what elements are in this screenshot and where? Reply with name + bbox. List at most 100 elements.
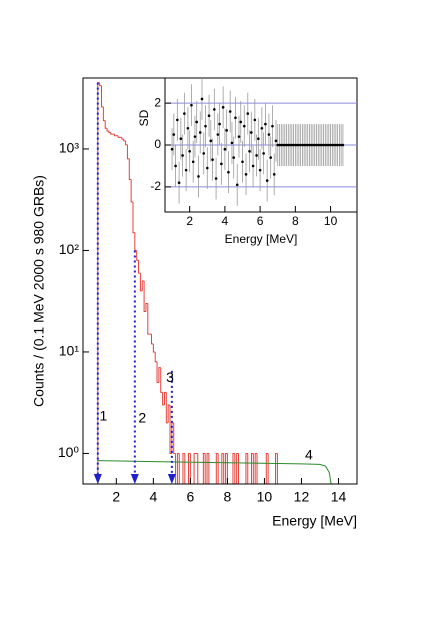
- histogram-bin: [136, 250, 139, 261]
- x-tick-label: 10: [257, 489, 273, 505]
- histogram-bin: [232, 452, 235, 484]
- threshold-arrow: [130, 474, 139, 484]
- histogram-bin: [113, 134, 117, 137]
- x-tick-label: 12: [294, 489, 310, 505]
- point: [174, 164, 177, 168]
- histogram-bin: [101, 85, 104, 108]
- point: [207, 114, 211, 117]
- x-tick-label: 6: [186, 489, 194, 505]
- annotation: 1: [99, 407, 107, 423]
- point: [265, 179, 269, 182]
- histogram-bin: [128, 158, 132, 180]
- point: [186, 126, 190, 130]
- y-tick-label: 10³: [59, 140, 80, 156]
- histogram-bin: [123, 139, 126, 142]
- annotation: 3: [166, 369, 174, 385]
- histogram-bin: [162, 392, 165, 406]
- model-line: [97, 460, 332, 485]
- histogram-bin: [130, 179, 133, 203]
- histogram-bin: [169, 405, 172, 454]
- point: [228, 110, 232, 113]
- annotation: 4: [305, 446, 313, 462]
- point: [176, 118, 179, 122]
- point: [230, 141, 234, 145]
- x-tick-label: 2: [112, 489, 120, 505]
- y-tick-label: 0: [154, 137, 161, 151]
- y-tick-label: -2: [150, 179, 161, 193]
- point: [260, 126, 264, 130]
- histogram-bin: [188, 452, 191, 484]
- histogram-bin: [160, 367, 163, 393]
- histogram-bin: [250, 452, 254, 484]
- histogram-bin: [163, 391, 167, 406]
- point: [218, 122, 221, 126]
- histogram-bin: [158, 367, 161, 383]
- threshold-arrow: [93, 474, 102, 484]
- histogram-bin: [202, 452, 206, 484]
- point: [248, 149, 251, 153]
- point: [195, 120, 199, 124]
- point: [244, 173, 248, 176]
- point: [250, 131, 253, 134]
- point: [274, 139, 278, 143]
- histogram-bin: [193, 452, 196, 484]
- point: [264, 122, 267, 126]
- histogram-bin: [245, 452, 248, 484]
- histogram-bin: [117, 135, 121, 138]
- y-tick-label: 2: [154, 95, 161, 109]
- point: [239, 120, 243, 124]
- point: [269, 156, 272, 159]
- point: [216, 133, 220, 136]
- point: [188, 149, 191, 153]
- histogram-bin: [106, 128, 109, 132]
- histogram-bin: [151, 334, 154, 345]
- histogram-bin: [125, 140, 128, 146]
- x-tick-label: 14: [331, 489, 347, 505]
- point: [191, 160, 195, 164]
- point: [241, 160, 244, 164]
- point: [246, 112, 250, 115]
- point: [177, 181, 181, 184]
- x-axis-label: Energy [MeV]: [225, 232, 298, 246]
- histogram-bin: [152, 343, 156, 353]
- histogram-bin: [154, 351, 158, 363]
- histogram-bin: [215, 452, 219, 484]
- y-tick-label: 10⁰: [58, 444, 80, 460]
- histogram-bin: [182, 452, 185, 484]
- point: [227, 170, 230, 174]
- histogram-bin: [108, 131, 111, 134]
- point: [272, 173, 276, 176]
- histogram-bin: [147, 303, 150, 335]
- point: [205, 166, 209, 170]
- histogram-bin: [167, 404, 171, 423]
- point: [257, 137, 260, 141]
- point: [197, 175, 200, 178]
- x-tick-label: 4: [222, 214, 229, 228]
- annotation: 2: [138, 409, 146, 425]
- x-tick-label: 4: [149, 489, 157, 505]
- histogram-bin: [99, 82, 102, 87]
- histogram-bin: [145, 303, 148, 312]
- point: [235, 183, 239, 187]
- point: [255, 154, 258, 157]
- point: [262, 152, 265, 155]
- x-tick-label: 8: [292, 214, 299, 228]
- point: [184, 168, 188, 172]
- point: [220, 162, 223, 166]
- x-tick-label: 10: [324, 214, 338, 228]
- y-axis-label: SD: [137, 109, 151, 126]
- point: [213, 108, 216, 111]
- point: [258, 168, 262, 172]
- x-axis-label: Energy [MeV]: [272, 513, 357, 529]
- point: [214, 177, 218, 180]
- point: [202, 152, 206, 155]
- point: [179, 137, 183, 141]
- point: [221, 106, 225, 109]
- point: [225, 129, 228, 132]
- histogram-bin: [134, 232, 137, 251]
- histogram-bin: [139, 272, 143, 292]
- x-tick-label: 8: [224, 489, 232, 505]
- point: [271, 124, 274, 128]
- histogram-bin: [121, 137, 124, 140]
- point: [193, 135, 197, 138]
